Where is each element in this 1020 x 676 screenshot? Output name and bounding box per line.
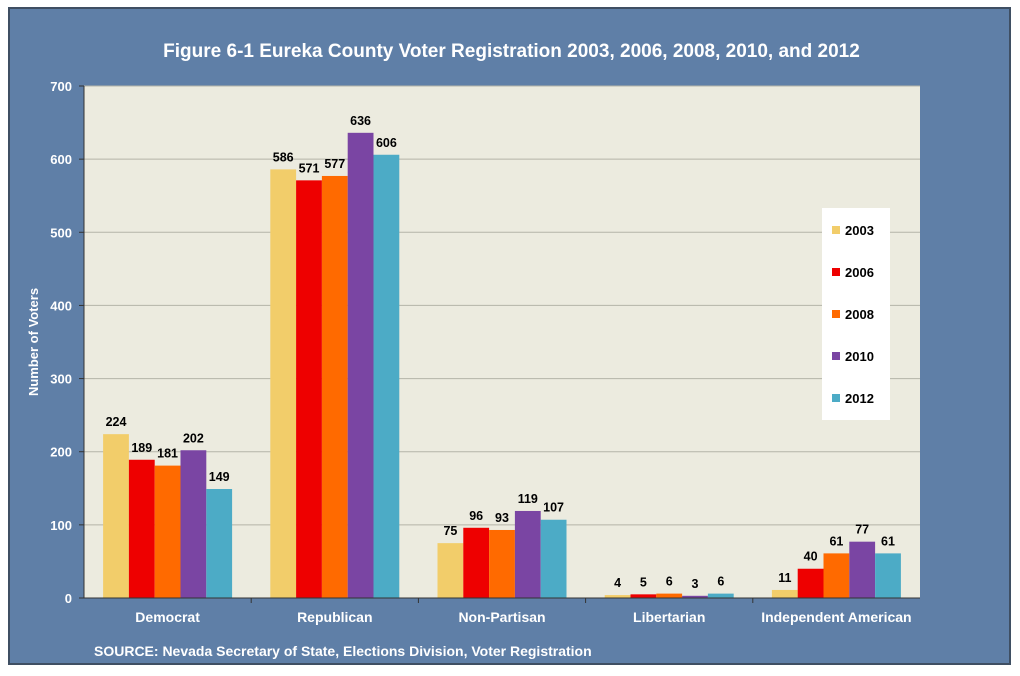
- data-label: 606: [376, 136, 397, 150]
- data-label: 189: [131, 441, 152, 455]
- bar-2012: [373, 154, 400, 599]
- data-label: 224: [106, 415, 127, 429]
- data-label: 77: [855, 523, 869, 537]
- legend-label: 2012: [845, 391, 874, 406]
- data-label: 6: [717, 575, 724, 589]
- data-label: 107: [543, 501, 564, 515]
- bars-group: [103, 132, 901, 599]
- data-label: 636: [350, 114, 371, 128]
- bar-2008: [321, 175, 348, 599]
- data-label: 93: [495, 511, 509, 525]
- x-category-label: Republican: [297, 609, 372, 625]
- bar-2003: [771, 589, 798, 598]
- data-label: 61: [881, 534, 895, 548]
- bar-2006: [296, 180, 322, 598]
- bar-2010: [347, 132, 374, 598]
- data-label: 40: [804, 550, 818, 564]
- legend-label: 2003: [845, 223, 874, 238]
- bar-2008: [489, 529, 515, 598]
- legend-label: 2010: [845, 349, 874, 364]
- data-label: 577: [324, 157, 345, 171]
- y-axis-title: Number of Voters: [26, 288, 41, 396]
- bar-2008: [154, 465, 181, 598]
- y-tick-label: 500: [50, 225, 72, 240]
- bar-2008: [656, 593, 683, 598]
- legend-swatch: [832, 268, 840, 276]
- data-label: 4: [614, 576, 621, 590]
- bar-2010: [849, 541, 876, 598]
- legend-label: 2006: [845, 265, 874, 280]
- data-label: 3: [692, 577, 699, 591]
- data-label: 119: [518, 492, 538, 506]
- legend: 2003 2006 2008 2010 2012: [822, 208, 890, 420]
- bar-2003: [103, 434, 129, 598]
- data-label: 181: [157, 447, 178, 461]
- data-label: 61: [829, 534, 843, 548]
- bar-2006: [797, 568, 824, 598]
- data-label: 586: [273, 150, 294, 164]
- data-label: 5: [640, 575, 647, 589]
- legend-swatch: [832, 226, 840, 234]
- bar-2003: [604, 595, 631, 598]
- bar-2006: [128, 459, 155, 598]
- bar-2010: [180, 450, 207, 598]
- y-tick-label: 600: [50, 152, 72, 167]
- y-tick-label: 100: [50, 518, 72, 533]
- x-category-label: Democrat: [135, 609, 200, 625]
- gridlines: [84, 85, 920, 526]
- data-label: 202: [183, 431, 204, 445]
- y-tick-label: 0: [65, 591, 72, 606]
- legend-swatch: [832, 352, 840, 360]
- data-label: 149: [209, 470, 230, 484]
- bar-2003: [270, 169, 297, 598]
- bar-2012: [875, 553, 901, 598]
- bar-2012: [540, 519, 567, 598]
- axes: 0 100 200 300 400 500 600 700 Number of Voters De…: [26, 79, 920, 625]
- bar-2006: [463, 527, 490, 598]
- source-note: SOURCE: Nevada Secretary of State, Elect…: [94, 643, 592, 659]
- chart-title: Figure 6-1 Eureka County Voter Registrat…: [163, 41, 860, 62]
- bar-2012: [206, 489, 233, 598]
- bar-2010: [514, 510, 541, 598]
- bar-2003: [437, 543, 464, 598]
- y-tick-label: 300: [50, 372, 72, 387]
- bar-2006: [630, 594, 657, 598]
- x-category-label: Libertarian: [633, 609, 705, 625]
- data-label: 6: [666, 575, 673, 589]
- bar-2010: [682, 595, 708, 598]
- y-tick-label: 200: [50, 445, 72, 460]
- legend-label: 2008: [845, 307, 874, 322]
- x-category-label: Non-Partisan: [458, 609, 545, 625]
- data-label: 96: [469, 509, 483, 523]
- data-label: 75: [443, 524, 457, 538]
- bar-2012: [707, 593, 734, 598]
- data-label: 571: [299, 161, 320, 175]
- legend-swatch: [832, 310, 840, 318]
- legend-swatch: [832, 394, 840, 402]
- x-category-label: Independent American: [761, 609, 911, 625]
- bar-2008: [823, 553, 850, 598]
- y-tick-label: 400: [50, 298, 72, 313]
- y-tick-label: 700: [50, 79, 72, 94]
- data-label: 11: [778, 571, 791, 585]
